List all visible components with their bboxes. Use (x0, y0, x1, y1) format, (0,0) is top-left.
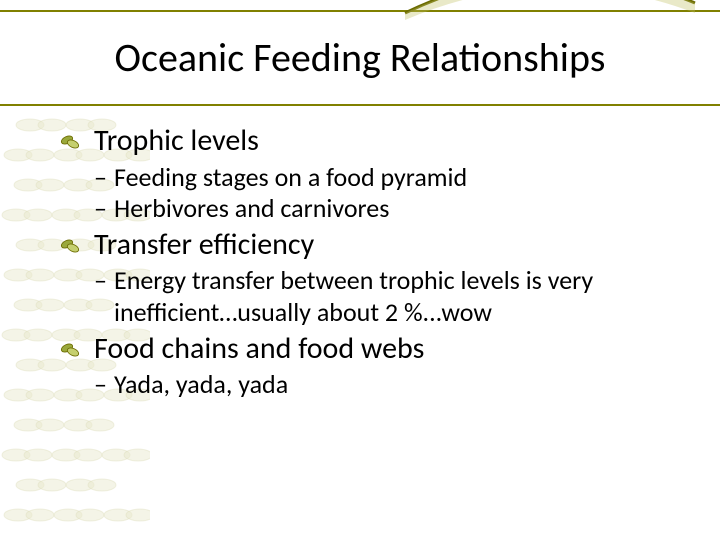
bullet-trophic-levels: Trophic levels (60, 122, 690, 160)
leaf-bullet-icon (60, 340, 80, 360)
sub-bullet-text: Yada, yada, yada (114, 368, 288, 400)
leaf-bullet-icon (60, 236, 80, 256)
slide-title: Oceanic Feeding Relationships (115, 36, 606, 80)
slide: Oceanic Feeding Relationships Trophic le… (0, 0, 720, 540)
sub-bullet: Herbivores and carnivores (94, 193, 690, 224)
sub-bullet: Energy transfer between trophic levels i… (94, 265, 690, 327)
leaf-bullet-icon (60, 132, 80, 152)
sub-bullet-text: Energy transfer between trophic levels i… (114, 264, 593, 327)
sub-bullet: Yada, yada, yada (94, 369, 690, 400)
bullet-text: Trophic levels (94, 122, 259, 159)
bullet-food-chains: Food chains and food webs (60, 330, 690, 368)
swoosh-decoration (400, 0, 700, 28)
bullet-transfer-efficiency: Transfer efficiency (60, 226, 690, 264)
bullet-text: Food chains and food webs (94, 330, 424, 367)
bullet-text: Transfer efficiency (94, 226, 314, 263)
slide-body: Trophic levels Feeding stages on a food … (60, 120, 690, 400)
sub-bullet-text: Herbivores and carnivores (114, 192, 389, 224)
sub-bullet-text: Feeding stages on a food pyramid (114, 161, 467, 193)
sub-bullet: Feeding stages on a food pyramid (94, 162, 690, 193)
